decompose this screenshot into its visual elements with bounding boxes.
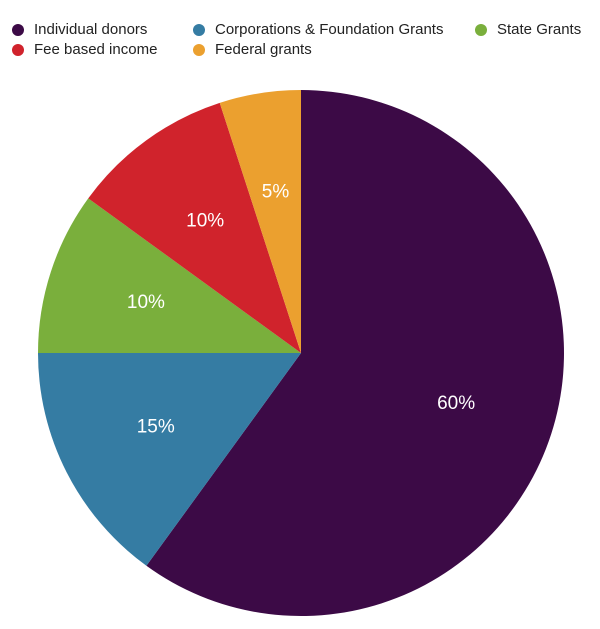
chart-legend: Individual donors Corporations & Foundat… (0, 0, 600, 70)
slice-label-federal-grants: 5% (262, 181, 290, 202)
legend-entry-corporations-foundation-grants: Corporations & Foundation Grants (193, 21, 443, 38)
legend-swatch-federal-grants (193, 43, 205, 56)
slice-label-fee-based-income: 10% (186, 211, 224, 232)
legend-swatch-state-grants (475, 23, 487, 36)
pie-slice-federal-grants (219, 90, 301, 353)
pie-slice-state-grants (38, 198, 301, 353)
legend-swatch-corporations-foundation-grants (193, 23, 205, 36)
legend-entry-state-grants: State Grants (475, 21, 581, 38)
legend-entry-federal-grants: Federal grants (193, 41, 312, 58)
slice-label-individual-donors: 60% (437, 393, 475, 414)
pie-labels: 60% 15% 10% 10% 5% (127, 181, 475, 437)
slice-label-state-grants: 10% (127, 292, 165, 313)
legend-entry-fee-based-income: Fee based income (12, 41, 157, 58)
slice-label-corporations-foundation-grants: 15% (137, 417, 175, 438)
legend-label-state-grants: State Grants (497, 21, 582, 38)
legend-label-individual-donors: Individual donors (34, 21, 148, 38)
pie-slices (38, 90, 564, 616)
legend-swatch-fee-based-income (12, 43, 24, 56)
legend-entry-individual-donors: Individual donors (12, 21, 147, 38)
legend-label-fee-based-income: Fee based income (34, 41, 158, 58)
pie-slice-individual-donors (146, 90, 564, 616)
legend-swatch-individual-donors (12, 23, 24, 36)
pie-slice-corporations-foundation-grants (38, 353, 301, 566)
pie-slice-fee-based-income (88, 102, 301, 354)
legend-label-corporations-foundation-grants: Corporations & Foundation Grants (215, 21, 444, 38)
legend-label-federal-grants: Federal grants (215, 41, 312, 58)
